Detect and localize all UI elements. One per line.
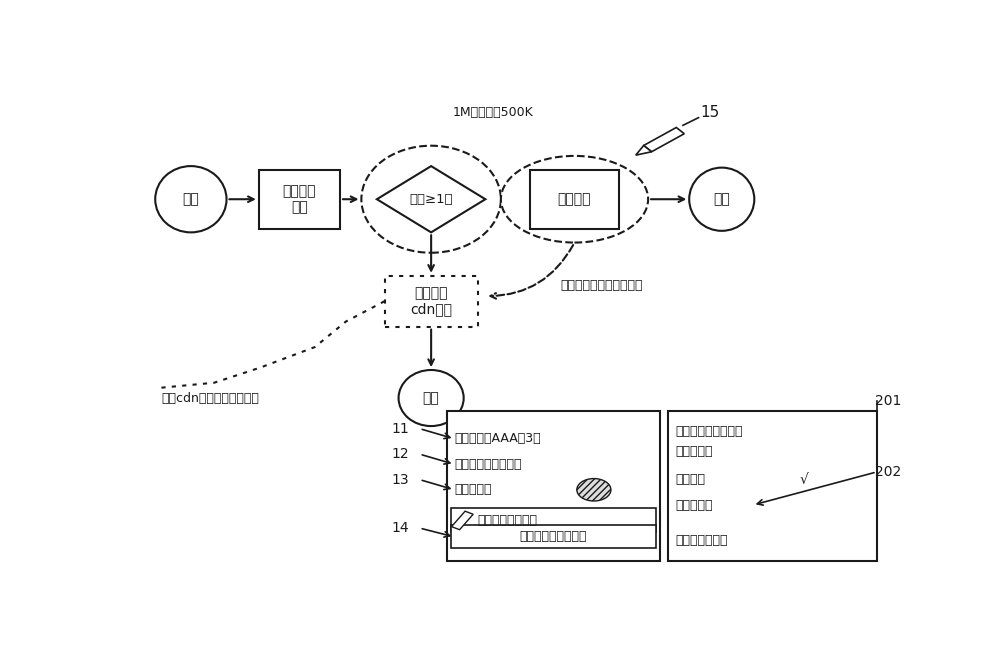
Polygon shape xyxy=(636,146,652,155)
Text: 结束: 结束 xyxy=(713,192,730,207)
Text: 结束: 结束 xyxy=(423,391,440,405)
Text: 一键吸取涂鸦属性: 一键吸取涂鸦属性 xyxy=(478,514,538,527)
FancyBboxPatch shape xyxy=(385,275,478,326)
Text: 涂鸦颜色：: 涂鸦颜色： xyxy=(454,483,492,496)
Text: 涂鸦用户：AAA箉3人: 涂鸦用户：AAA箉3人 xyxy=(454,432,541,446)
Polygon shape xyxy=(377,166,485,232)
FancyBboxPatch shape xyxy=(259,170,340,228)
FancyBboxPatch shape xyxy=(668,410,877,561)
Text: 201: 201 xyxy=(875,394,902,408)
FancyBboxPatch shape xyxy=(450,526,656,548)
Text: 1M建议改成500K: 1M建议改成500K xyxy=(453,106,534,119)
FancyBboxPatch shape xyxy=(452,511,473,530)
Text: 15: 15 xyxy=(700,105,720,120)
Ellipse shape xyxy=(689,167,754,231)
Text: 13: 13 xyxy=(391,473,409,487)
Text: 11: 11 xyxy=(391,422,409,436)
Text: 寻找cdn的过程应该写出来: 寻找cdn的过程应该写出来 xyxy=(161,391,259,404)
Text: 数据≥1兆: 数据≥1兆 xyxy=(409,193,453,206)
Text: 涂鸦类型：蜡笔涂鸦: 涂鸦类型：蜡笔涂鸦 xyxy=(454,458,522,471)
Text: 12: 12 xyxy=(391,447,409,461)
Text: 14: 14 xyxy=(391,521,409,535)
FancyBboxPatch shape xyxy=(530,170,619,228)
FancyBboxPatch shape xyxy=(644,128,684,152)
Text: 清空当前页所有涂鸦: 清空当前页所有涂鸦 xyxy=(519,530,587,544)
Text: 开始: 开始 xyxy=(182,192,199,207)
Text: 不是直接下载，需要调整: 不是直接下载，需要调整 xyxy=(560,279,643,293)
Text: 蜡笔涂鸦: 蜡笔涂鸦 xyxy=(675,473,705,486)
Ellipse shape xyxy=(155,166,227,232)
Ellipse shape xyxy=(399,370,464,426)
Circle shape xyxy=(577,479,611,501)
FancyBboxPatch shape xyxy=(450,508,656,532)
Text: 荧光笔涂鸦: 荧光笔涂鸦 xyxy=(675,498,713,512)
Text: 读取数据
大小: 读取数据 大小 xyxy=(283,184,316,214)
Text: 不限制涂鸦类型: 不限制涂鸦类型 xyxy=(675,534,728,547)
Text: 涂鸦类型：: 涂鸦类型： xyxy=(675,445,713,458)
Ellipse shape xyxy=(501,156,648,242)
Text: 从最近的
cdn下载: 从最近的 cdn下载 xyxy=(410,286,452,316)
Text: 202: 202 xyxy=(875,465,902,479)
Ellipse shape xyxy=(361,146,501,253)
Text: 请沟通选可以擦除的: 请沟通选可以擦除的 xyxy=(675,424,743,438)
Text: 直接下载: 直接下载 xyxy=(558,192,591,207)
Text: √: √ xyxy=(799,473,808,487)
FancyBboxPatch shape xyxy=(447,410,660,561)
